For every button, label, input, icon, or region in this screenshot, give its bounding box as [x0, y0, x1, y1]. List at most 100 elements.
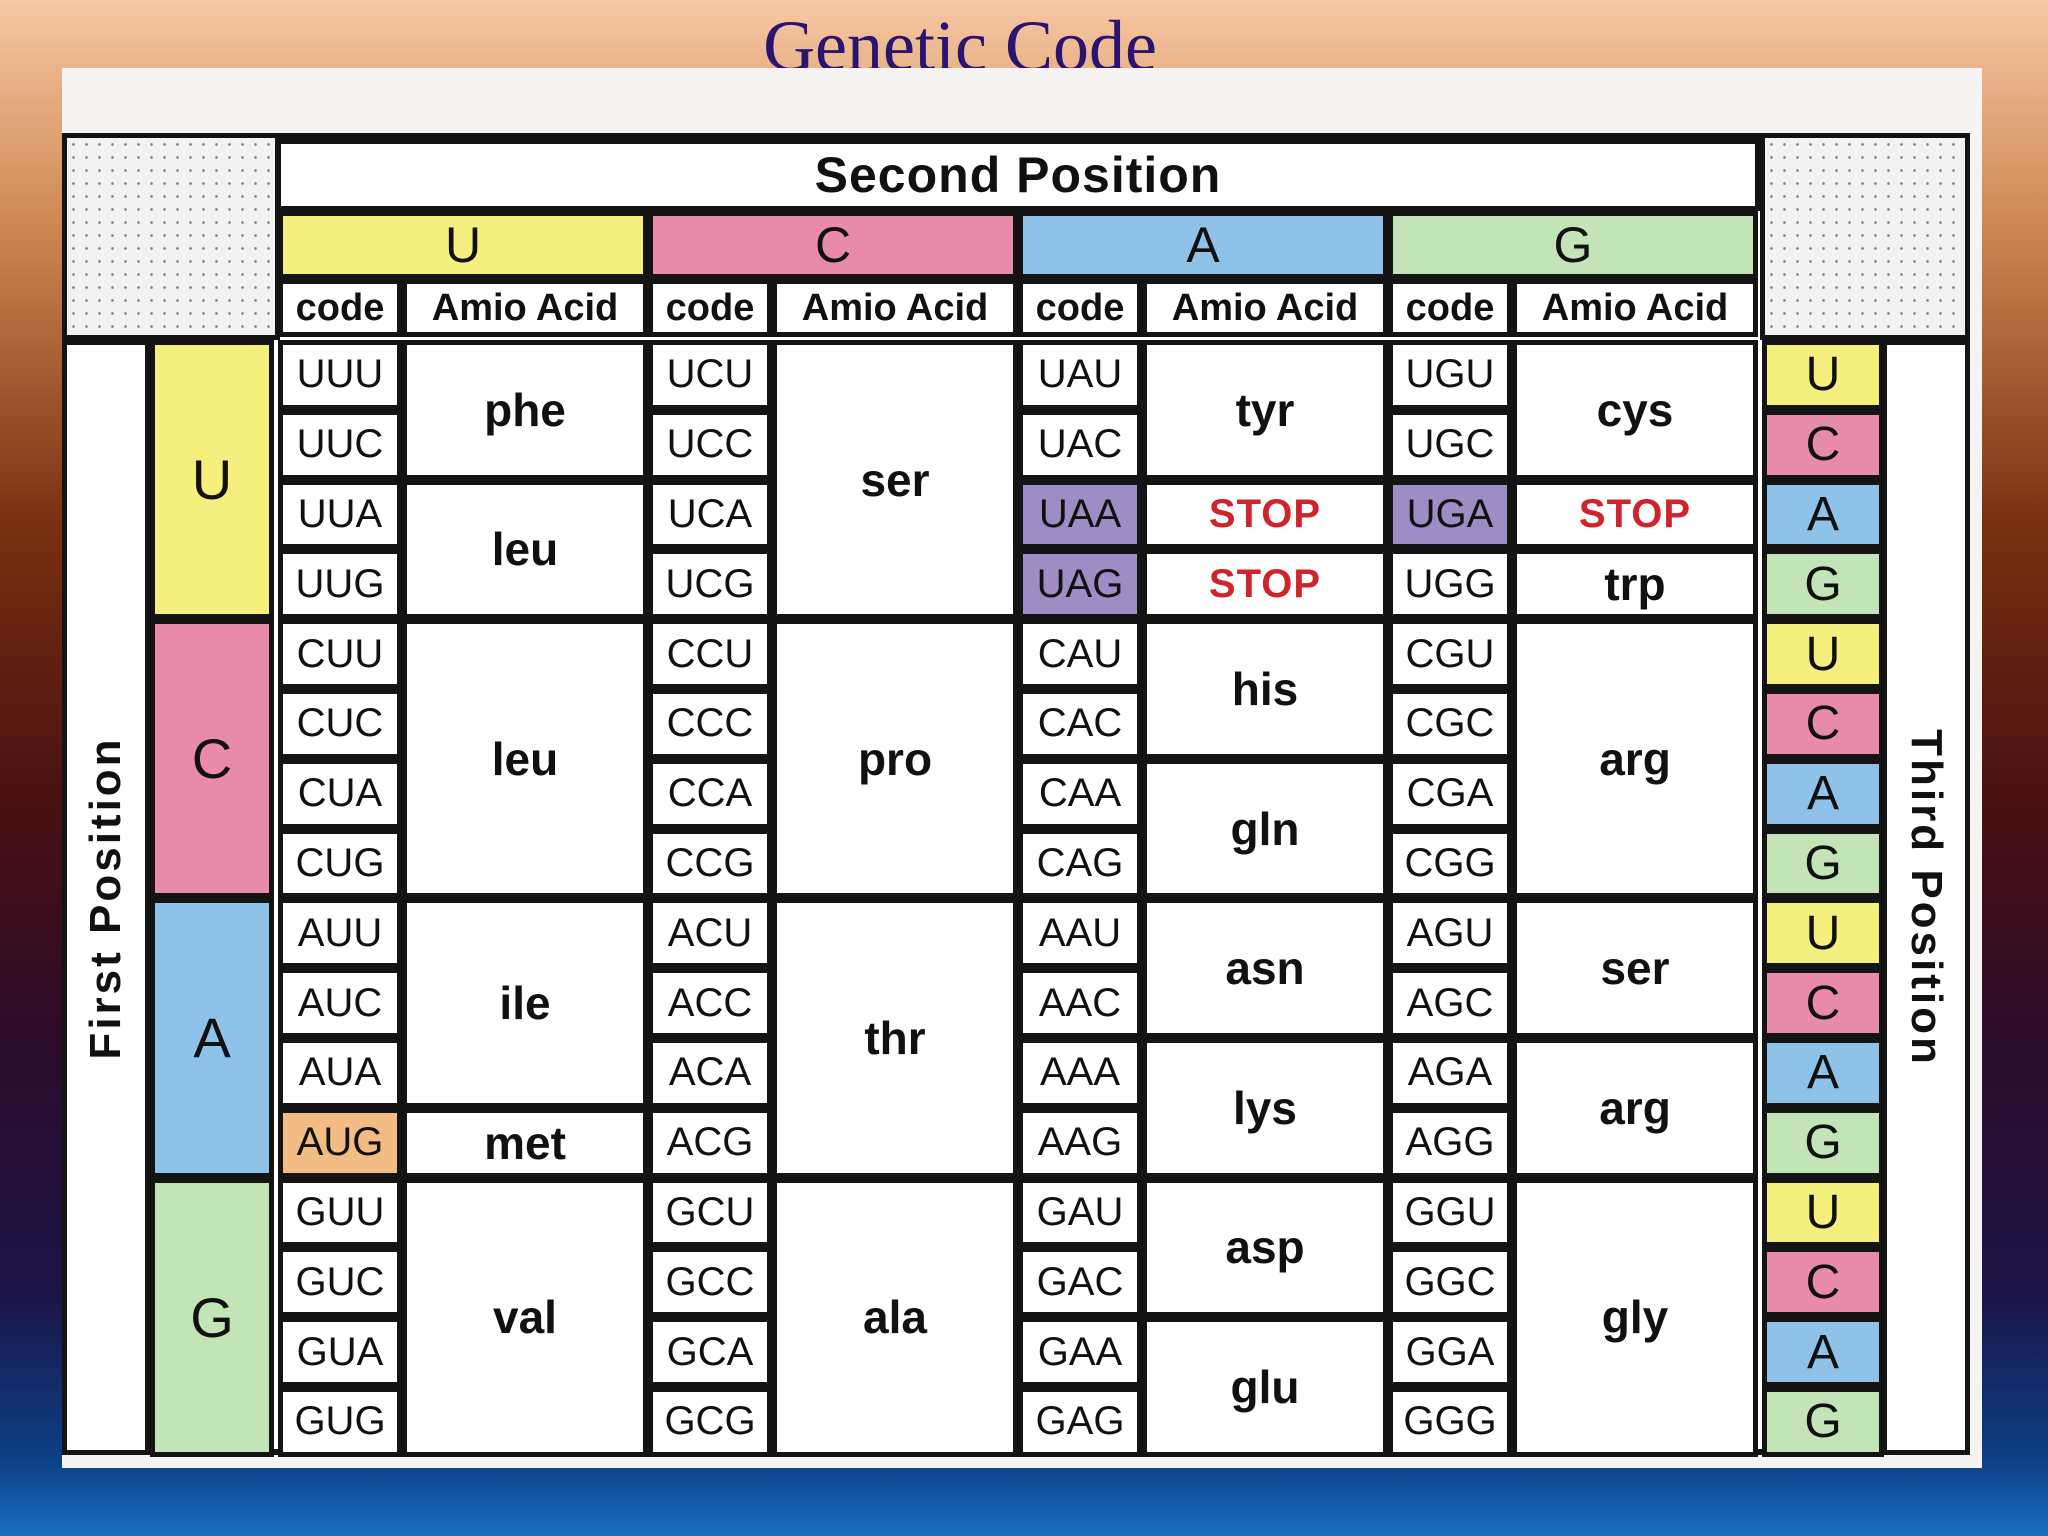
second-position-header: Second Position	[276, 139, 1760, 211]
corner-top-right	[1760, 133, 1970, 340]
third-base-c: C	[1762, 968, 1884, 1038]
codon-ccg: CCG	[648, 828, 772, 899]
codon-uug: UUG	[278, 549, 402, 620]
codon-caa: CAA	[1018, 758, 1142, 829]
codon-gcc: GCC	[648, 1247, 772, 1318]
second-base-u: U	[278, 211, 648, 279]
codon-acc: ACC	[648, 968, 772, 1038]
amino-acid-cys: cys	[1512, 340, 1758, 480]
third-base-g: G	[1762, 828, 1884, 899]
first-base-c: C	[150, 619, 274, 899]
code-column-header: code	[648, 279, 772, 337]
codon-uuc: UUC	[278, 409, 402, 480]
third-base-g: G	[1762, 1387, 1884, 1457]
third-base-a: A	[1762, 758, 1884, 829]
first-base-g: G	[150, 1177, 274, 1457]
amino-acid-arg: arg	[1512, 619, 1758, 899]
amino-acid-gln: gln	[1142, 758, 1388, 899]
codon-cca: CCA	[648, 758, 772, 829]
amino-acid-thr: thr	[772, 898, 1018, 1178]
codon-gau: GAU	[1018, 1177, 1142, 1248]
amino-acid-column-header: Amio Acid	[402, 279, 648, 337]
codon-aug: AUG	[278, 1107, 402, 1178]
amino-acid-leu: leu	[402, 619, 648, 899]
codon-cau: CAU	[1018, 619, 1142, 689]
amino-acid-asp: asp	[1142, 1177, 1388, 1318]
codon-ucc: UCC	[648, 409, 772, 480]
codon-uuu: UUU	[278, 340, 402, 410]
amino-acid-phe: phe	[402, 340, 648, 480]
amino-acid-met: met	[402, 1107, 648, 1178]
codon-uua: UUA	[278, 479, 402, 550]
amino-acid-lys: lys	[1142, 1038, 1388, 1178]
codon-ucg: UCG	[648, 549, 772, 620]
codon-cag: CAG	[1018, 828, 1142, 899]
amino-acid-ala: ala	[772, 1177, 1018, 1457]
codon-aua: AUA	[278, 1038, 402, 1108]
codon-guu: GUU	[278, 1177, 402, 1248]
codon-ugg: UGG	[1388, 549, 1512, 620]
first-base-a: A	[150, 898, 274, 1178]
codon-cga: CGA	[1388, 758, 1512, 829]
codon-gac: GAC	[1018, 1247, 1142, 1318]
amino-acid-tyr: tyr	[1142, 340, 1388, 480]
stop-label: STOP	[1512, 479, 1758, 550]
code-column-header: code	[1018, 279, 1142, 337]
codon-gga: GGA	[1388, 1317, 1512, 1387]
third-base-g: G	[1762, 1107, 1884, 1178]
amino-acid-pro: pro	[772, 619, 1018, 899]
amino-acid-val: val	[402, 1177, 648, 1457]
amino-acid-his: his	[1142, 619, 1388, 759]
third-base-c: C	[1762, 689, 1884, 759]
third-position-label: Third Position	[1902, 728, 1951, 1067]
codon-gcu: GCU	[648, 1177, 772, 1248]
codon-ccu: CCU	[648, 619, 772, 689]
codon-gug: GUG	[278, 1387, 402, 1457]
amino-acid-glu: glu	[1142, 1317, 1388, 1457]
third-base-g: G	[1762, 549, 1884, 620]
codon-cuc: CUC	[278, 689, 402, 759]
codon-ggu: GGU	[1388, 1177, 1512, 1248]
codon-gag: GAG	[1018, 1387, 1142, 1457]
amino-acid-column-header: Amio Acid	[772, 279, 1018, 337]
code-column-header: code	[278, 279, 402, 337]
third-base-c: C	[1762, 1247, 1884, 1318]
codon-agg: AGG	[1388, 1107, 1512, 1178]
codon-cug: CUG	[278, 828, 402, 899]
codon-guc: GUC	[278, 1247, 402, 1318]
codon-aga: AGA	[1388, 1038, 1512, 1108]
codon-uag: UAG	[1018, 549, 1142, 620]
second-base-g: G	[1388, 211, 1758, 279]
codon-agu: AGU	[1388, 898, 1512, 969]
third-base-u: U	[1762, 340, 1884, 410]
amino-acid-leu: leu	[402, 479, 648, 620]
codon-acu: ACU	[648, 898, 772, 969]
third-base-a: A	[1762, 1038, 1884, 1108]
amino-acid-ile: ile	[402, 898, 648, 1108]
codon-cua: CUA	[278, 758, 402, 829]
third-base-c: C	[1762, 409, 1884, 480]
codon-gua: GUA	[278, 1317, 402, 1387]
third-base-u: U	[1762, 1177, 1884, 1248]
amino-acid-column-header: Amio Acid	[1512, 279, 1758, 337]
amino-acid-gly: gly	[1512, 1177, 1758, 1457]
codon-ugu: UGU	[1388, 340, 1512, 410]
codon-aau: AAU	[1018, 898, 1142, 969]
first-position-label: First Position	[81, 735, 130, 1060]
codon-ccc: CCC	[648, 689, 772, 759]
stop-label: STOP	[1142, 549, 1388, 620]
codon-cac: CAC	[1018, 689, 1142, 759]
amino-acid-ser: ser	[1512, 898, 1758, 1038]
third-base-a: A	[1762, 479, 1884, 550]
codon-uaa: UAA	[1018, 479, 1142, 550]
codon-uau: UAU	[1018, 340, 1142, 410]
third-position-band	[1882, 340, 1970, 1455]
codon-acg: ACG	[648, 1107, 772, 1178]
codon-agc: AGC	[1388, 968, 1512, 1038]
amino-acid-column-header: Amio Acid	[1142, 279, 1388, 337]
codon-aaa: AAA	[1018, 1038, 1142, 1108]
first-base-u: U	[150, 340, 274, 620]
second-base-c: C	[648, 211, 1018, 279]
codon-gcg: GCG	[648, 1387, 772, 1457]
